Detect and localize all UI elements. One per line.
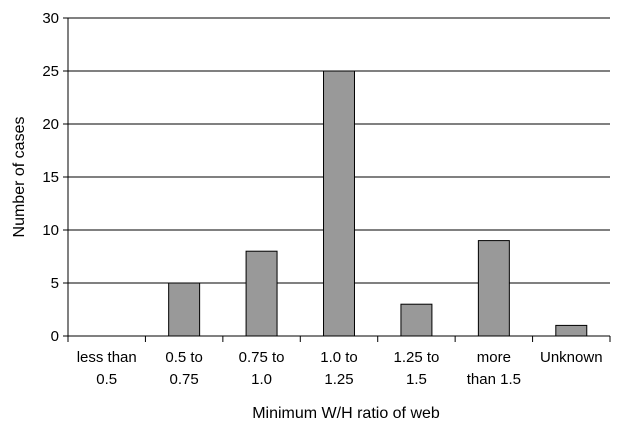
y-tick-label: 10 — [42, 222, 59, 239]
y-axis-title: Number of cases — [11, 117, 28, 238]
y-tick-label: 5 — [51, 275, 59, 292]
x-category-label: 0.75 — [170, 371, 199, 388]
bar — [555, 324, 588, 337]
y-tick-label: 30 — [42, 10, 59, 27]
y-tick-label: 25 — [42, 63, 59, 80]
y-tick-label: 15 — [42, 169, 59, 186]
axes — [63, 17, 611, 342]
x-category-label: 1.25 — [324, 371, 353, 388]
y-tick-label: 0 — [51, 328, 59, 345]
x-category-label: than 1.5 — [467, 371, 521, 388]
bars — [168, 70, 588, 337]
x-category-label: 0.75 to — [239, 349, 285, 366]
x-category-label: 0.5 to — [165, 349, 203, 366]
x-category-label: Unknown — [540, 349, 603, 366]
y-tick-label: 20 — [42, 116, 59, 133]
x-category-label: 1.25 to — [393, 349, 439, 366]
x-axis-title: Minimum W/H ratio of web — [252, 405, 440, 422]
x-category-labels: less than 0.5 0.5 to 0.75 0.75 to 1.0 1.0 to 1.… — [77, 349, 603, 388]
x-category-label: more — [477, 349, 511, 366]
bar — [477, 240, 510, 337]
x-category-label: 1.5 — [406, 371, 427, 388]
x-category-label: 0.5 — [96, 371, 117, 388]
bar — [245, 250, 278, 337]
x-category-label: less than — [77, 349, 137, 366]
bar — [400, 303, 433, 337]
x-category-label: 1.0 to — [320, 349, 358, 366]
bar — [168, 282, 201, 337]
bar — [323, 70, 355, 337]
y-tick-labels: 0 5 10 15 20 25 30 — [42, 10, 59, 345]
x-category-label: 1.0 — [251, 371, 272, 388]
